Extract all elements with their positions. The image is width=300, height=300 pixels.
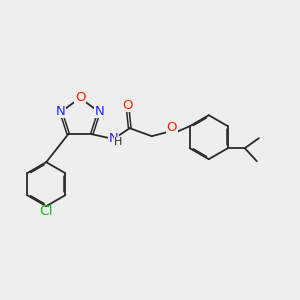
Text: O: O xyxy=(122,99,133,112)
Text: O: O xyxy=(75,91,85,104)
Text: N: N xyxy=(108,133,118,146)
Text: N: N xyxy=(95,105,105,118)
Text: N: N xyxy=(55,105,65,118)
Text: O: O xyxy=(167,121,177,134)
Text: Cl: Cl xyxy=(39,204,53,218)
Text: H: H xyxy=(114,137,122,147)
